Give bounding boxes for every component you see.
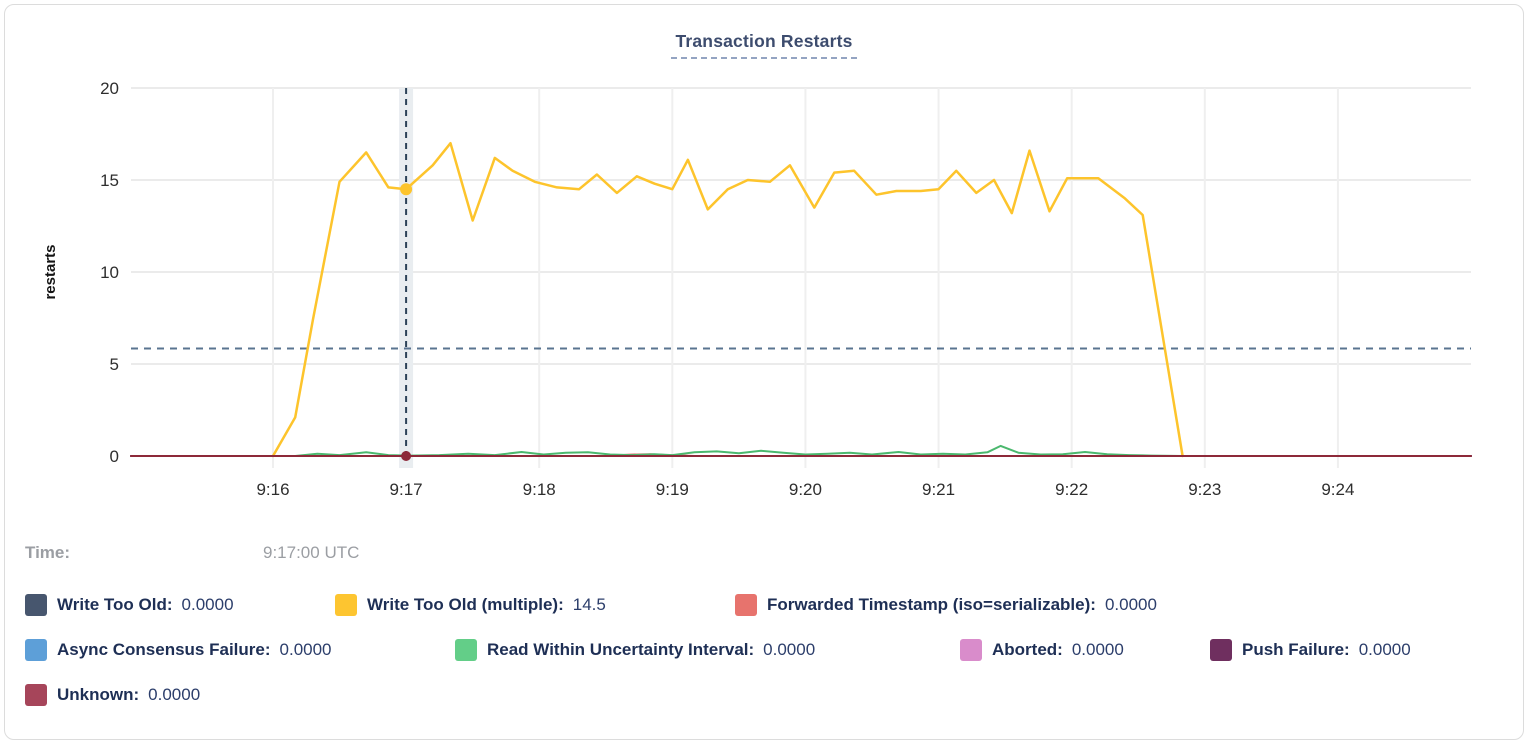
legend-swatch-unknown: [25, 684, 47, 706]
x-tick-label: 9:22: [1055, 480, 1088, 499]
legend-swatch-forwarded-timestamp: [735, 594, 757, 616]
x-tick-label: 9:24: [1321, 480, 1354, 499]
legend-swatch-async-consensus-failure: [25, 639, 47, 661]
legend-item-write-too-old-multiple: Write Too Old (multiple): 14.5: [335, 593, 606, 617]
x-tick-label: 9:17: [390, 480, 423, 499]
legend-label: Write Too Old (multiple):: [367, 595, 564, 614]
x-tick-label: 9:20: [789, 480, 822, 499]
legend-item-write-too-old: Write Too Old: 0.0000: [25, 593, 234, 617]
cursor-dot-write-too-old-multiple-: [400, 183, 413, 196]
y-axis-label: restarts: [42, 244, 59, 299]
legend-value: 0.0000: [1104, 595, 1157, 614]
x-tick-label: 9:19: [656, 480, 689, 499]
legend-item-aborted: Aborted: 0.0000: [960, 638, 1124, 662]
x-tick-label: 9:16: [256, 480, 289, 499]
legend-item-async-consensus-failure: Async Consensus Failure: 0.0000: [25, 638, 332, 662]
legend-value: 0.0000: [148, 685, 201, 704]
cursor-dot-unknown: [401, 451, 412, 461]
series-line-write-too-old-multiple-: [271, 141, 1184, 458]
y-tick-label: 15: [100, 171, 119, 190]
legend-value: 14.5: [572, 595, 606, 614]
legend-value: 0.0000: [279, 640, 332, 659]
y-tick-label: 0: [110, 447, 119, 466]
legend-value: 0.0000: [1071, 640, 1124, 659]
legend-swatch-write-too-old-multiple: [335, 594, 357, 616]
legend-swatch-aborted: [960, 639, 982, 661]
legend-item-forwarded-timestamp: Forwarded Timestamp (iso=serializable): …: [735, 593, 1157, 617]
y-tick-label: 20: [100, 79, 119, 98]
legend-label: Forwarded Timestamp (iso=serializable):: [767, 595, 1096, 614]
legend-label: Aborted:: [992, 640, 1063, 659]
chart-title: Transaction Restarts: [671, 31, 857, 59]
legend-label: Push Failure:: [1242, 640, 1350, 659]
y-tick-label: 10: [100, 263, 119, 282]
legend-swatch-read-within-uncertainty-interval: [455, 639, 477, 661]
legend-label: Read Within Uncertainty Interval:: [487, 640, 755, 659]
legend-swatch-push-failure: [1210, 639, 1232, 661]
legend-label: Write Too Old:: [57, 595, 173, 614]
chart-card: 0 5 10 15 20 9:16 9:17 9:18 9:19 9:20 9:21 9:22 9:23…: [4, 4, 1524, 740]
chart-title-row: Transaction Restarts: [5, 31, 1523, 59]
legend-item-push-failure: Push Failure: 0.0000: [1210, 638, 1411, 662]
x-tick-label: 9:18: [523, 480, 556, 499]
legend-item-unknown: Unknown: 0.0000: [25, 683, 200, 707]
legend-item-read-within-uncertainty-interval: Read Within Uncertainty Interval: 0.0000: [455, 638, 815, 662]
legend-label: Unknown:: [57, 685, 140, 704]
y-tick-label: 5: [110, 355, 119, 374]
legend-value: 0.0000: [763, 640, 816, 659]
transaction-restarts-chart: 0 5 10 15 20 9:16 9:17 9:18 9:19 9:20 9:21 9:22 9:23…: [42, 79, 1472, 499]
time-label: Time:: [25, 543, 71, 562]
plot-hover-area[interactable]: [131, 88, 1471, 456]
legend-label: Async Consensus Failure:: [57, 640, 271, 659]
legend-value: 0.0000: [1358, 640, 1411, 659]
time-value: 9:17:00 UTC: [263, 543, 360, 562]
legend-value: 0.0000: [181, 595, 234, 614]
x-tick-label: 9:23: [1188, 480, 1221, 499]
x-tick-label: 9:21: [922, 480, 955, 499]
legend-swatch-write-too-old: [25, 594, 47, 616]
hover-time-readout: Time: 9:17:00 UTC: [25, 543, 359, 563]
